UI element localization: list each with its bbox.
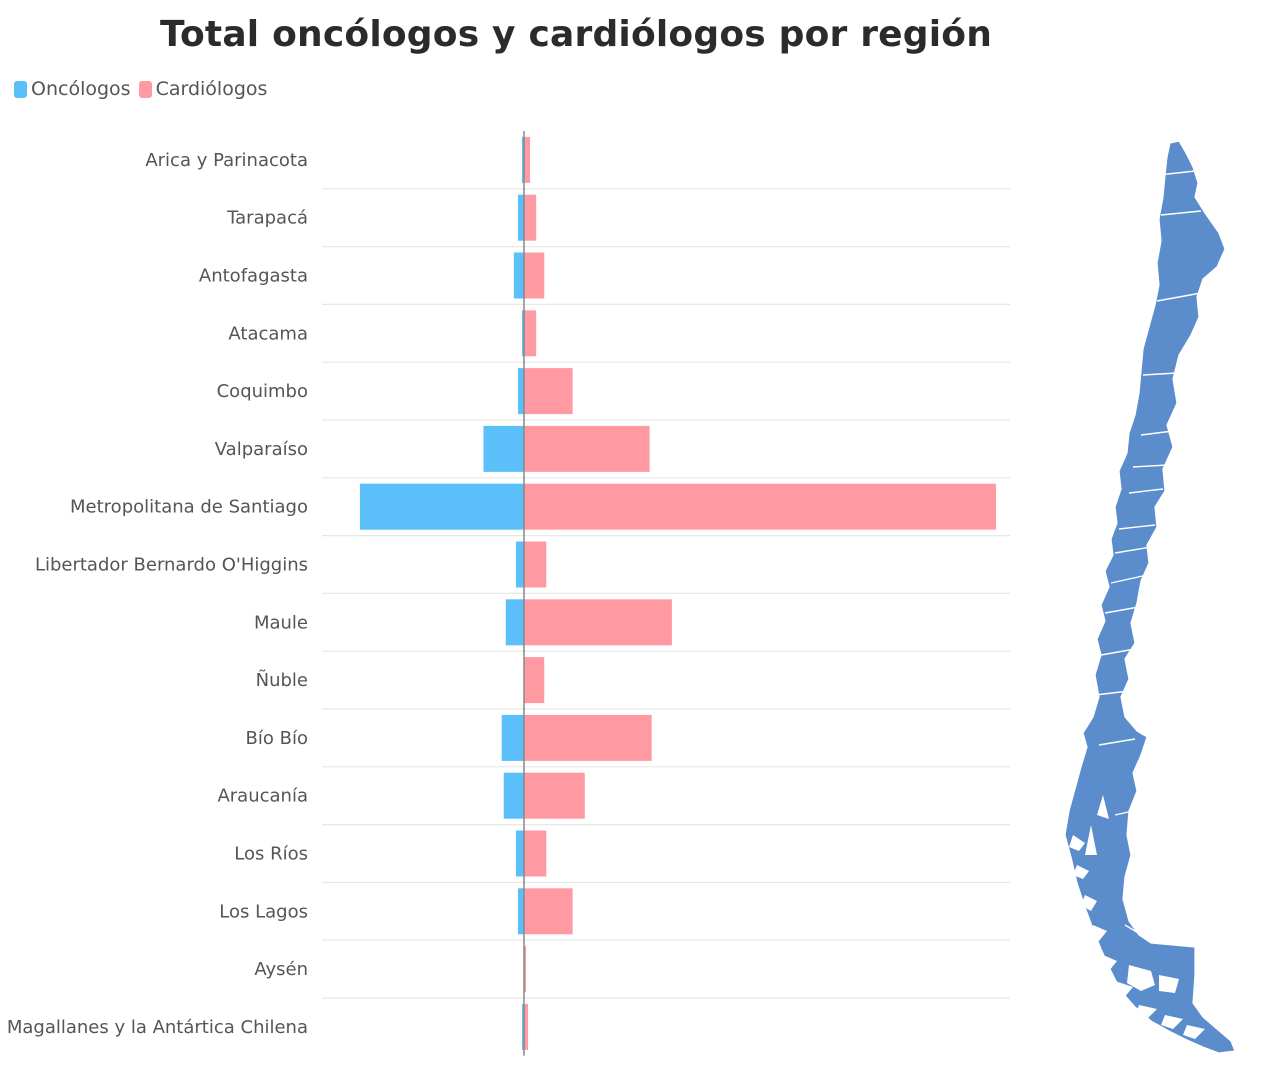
bar-oncologos-arica-y-parinacota[interactable] (521, 136, 524, 183)
bar-oncologos-antofagasta[interactable] (513, 252, 524, 299)
bar-oncologos-los-rios[interactable] (515, 830, 524, 877)
bar-cardiologos-aysen[interactable] (524, 946, 527, 993)
bar-cardiologos-antofagasta[interactable] (524, 252, 545, 299)
legend-swatch-cardiologos (138, 80, 152, 98)
bar-cardiologos-libertador-bernardo-o-higgins[interactable] (524, 541, 547, 588)
category-label-antofagasta: Antofagasta (199, 266, 308, 287)
bar-cardiologos-nuble[interactable] (524, 657, 545, 704)
bar-oncologos-los-lagos[interactable] (517, 888, 524, 935)
category-label-metropolitana-de-santiago: Metropolitana de Santiago (70, 497, 308, 518)
category-label-arica-y-parinacota: Arica y Parinacota (145, 150, 308, 171)
bar-cardiologos-los-lagos[interactable] (524, 888, 573, 935)
chart-title: Total oncólogos y cardiólogos por región (160, 14, 993, 55)
bar-cardiologos-atacama[interactable] (524, 310, 537, 357)
category-label-nuble: Ñuble (256, 669, 308, 691)
bar-cardiologos-metropolitana-de-santiago[interactable] (524, 483, 997, 530)
legend: Oncólogos Cardiólogos (14, 78, 267, 100)
category-label-libertador-bernardo-o-higgins: Libertador Bernardo O'Higgins (35, 555, 308, 576)
legend-label-cardiologos: Cardiólogos (155, 78, 268, 100)
legend-label-oncologos: Oncólogos (31, 78, 131, 100)
category-label-valparaiso: Valparaíso (215, 439, 308, 460)
bar-oncologos-atacama[interactable] (521, 310, 524, 357)
bar-cardiologos-araucania[interactable] (524, 772, 585, 819)
bar-cardiologos-los-rios[interactable] (524, 830, 547, 877)
category-label-aysen: Aysén (254, 959, 308, 980)
chile-regions-map-icon (1064, 140, 1236, 1054)
category-label-maule: Maule (254, 612, 308, 633)
bar-oncologos-maule[interactable] (505, 599, 524, 646)
category-label-atacama: Atacama (228, 323, 308, 344)
bar-cardiologos-bio-bio[interactable] (524, 714, 652, 761)
bar-oncologos-araucania[interactable] (503, 772, 524, 819)
bar-cardiologos-coquimbo[interactable] (524, 368, 573, 415)
bar-cardiologos-arica-y-parinacota[interactable] (524, 136, 531, 183)
bar-oncologos-libertador-bernardo-o-higgins[interactable] (515, 541, 524, 588)
category-label-araucania: Araucanía (217, 786, 308, 807)
bar-cardiologos-maule[interactable] (524, 599, 672, 646)
bar-oncologos-magallanes-y-la-antartica-chilena[interactable] (521, 1003, 524, 1050)
bar-oncologos-valparaiso[interactable] (483, 425, 524, 472)
legend-item-oncologos[interactable]: Oncólogos (14, 78, 131, 100)
bar-cardiologos-magallanes-y-la-antartica-chilena[interactable] (524, 1003, 529, 1050)
bar-oncologos-metropolitana-de-santiago[interactable] (359, 483, 524, 530)
category-label-bio-bio: Bío Bío (246, 728, 308, 749)
bar-cardiologos-tarapaca[interactable] (524, 194, 537, 241)
bar-oncologos-bio-bio[interactable] (501, 714, 524, 761)
bar-cardiologos-valparaiso[interactable] (524, 425, 650, 472)
category-label-tarapaca: Tarapacá (226, 208, 308, 229)
category-label-los-rios: Los Ríos (234, 844, 308, 865)
category-label-magallanes-y-la-antartica-chilena: Magallanes y la Antártica Chilena (7, 1017, 308, 1038)
bar-oncologos-tarapaca[interactable] (517, 194, 524, 241)
diverging-bar-chart: Arica y Parinacota Tarapacá Antofagasta Ata… (7, 131, 1010, 1056)
legend-item-cardiologos[interactable]: Cardiólogos (138, 78, 268, 100)
legend-swatch-oncologos (14, 80, 27, 98)
bar-oncologos-coquimbo[interactable] (517, 368, 524, 415)
category-label-los-lagos: Los Lagos (219, 901, 308, 922)
category-label-coquimbo: Coquimbo (217, 381, 308, 402)
